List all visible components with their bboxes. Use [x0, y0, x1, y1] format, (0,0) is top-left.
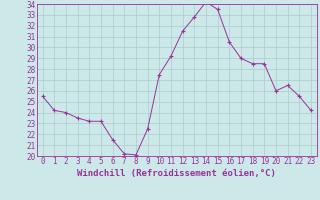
X-axis label: Windchill (Refroidissement éolien,°C): Windchill (Refroidissement éolien,°C)	[77, 169, 276, 178]
